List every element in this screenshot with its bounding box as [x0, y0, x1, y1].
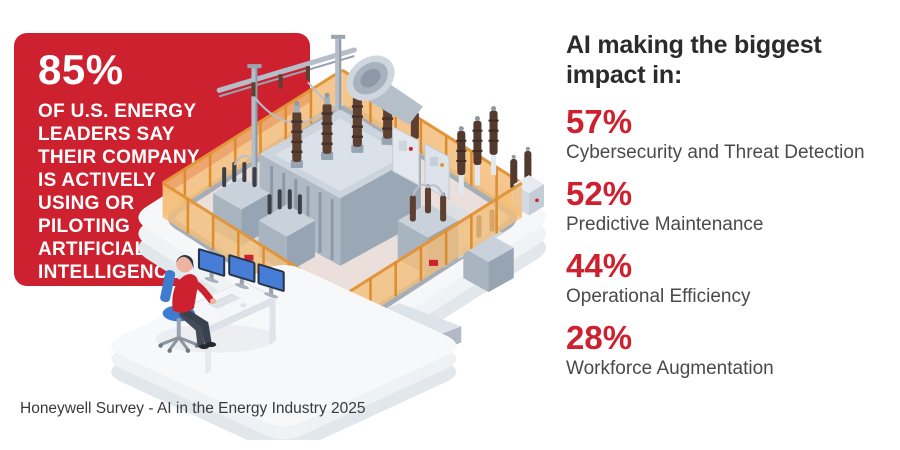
control-cabinets [392, 125, 450, 201]
horn-silencer-icon [346, 55, 423, 139]
impact-panel: AI making the biggest impact in: 57% Cyb… [566, 30, 898, 393]
stat-value: 52% [566, 175, 633, 212]
headline-stat-value: 85% [38, 46, 124, 93]
stat-label: Predictive Maintenance [566, 214, 764, 235]
headline-line: THEIR COMPANY [38, 147, 200, 168]
stat-value: 57% [566, 103, 633, 140]
operator-person [172, 255, 217, 350]
hanging-insulators [251, 66, 310, 97]
stat-label: Workforce Augmentation [566, 358, 774, 379]
headline-line: IS ACTIVELY [38, 170, 157, 191]
headline-stat-description: OF U.S. ENERGY LEADERS SAY THEIR COMPANY… [38, 100, 294, 284]
source-caption: Honeywell Survey - AI in the Energy Indu… [20, 400, 366, 417]
headline-line: USING OR [38, 193, 135, 214]
mouse [240, 303, 247, 308]
control-desk [175, 248, 285, 374]
headline-line: ARTIFICIAL [38, 239, 147, 260]
stat-value: 28% [566, 319, 633, 356]
stat-value: 44% [566, 247, 633, 284]
headline-line: PILOTING [38, 216, 131, 237]
fence-warning-sign [244, 254, 254, 261]
impact-heading: AI making the biggest impact in: [566, 31, 822, 89]
headline-line: LEADERS SAY [38, 124, 175, 145]
desk-monitors [197, 248, 285, 299]
impact-stat-operational-efficiency: 44% Operational Efficiency [566, 249, 898, 308]
headline-line: INTELLIGENCE [38, 262, 181, 283]
stat-label: Operational Efficiency [566, 286, 751, 307]
substation-illustration-icon [111, 34, 547, 440]
impact-stat-workforce-augmentation: 28% Workforce Augmentation [566, 321, 898, 380]
impact-stat-cybersecurity: 57% Cybersecurity and Threat Detection [566, 105, 898, 164]
impact-stat-predictive-maintenance: 52% Predictive Maintenance [566, 177, 898, 236]
fence-warning-sign [429, 259, 439, 266]
gantry-structure [216, 34, 362, 188]
keyboard [208, 293, 240, 309]
stat-label: Cybersecurity and Threat Detection [566, 142, 865, 163]
headline-line: OF U.S. ENERGY [38, 101, 197, 122]
